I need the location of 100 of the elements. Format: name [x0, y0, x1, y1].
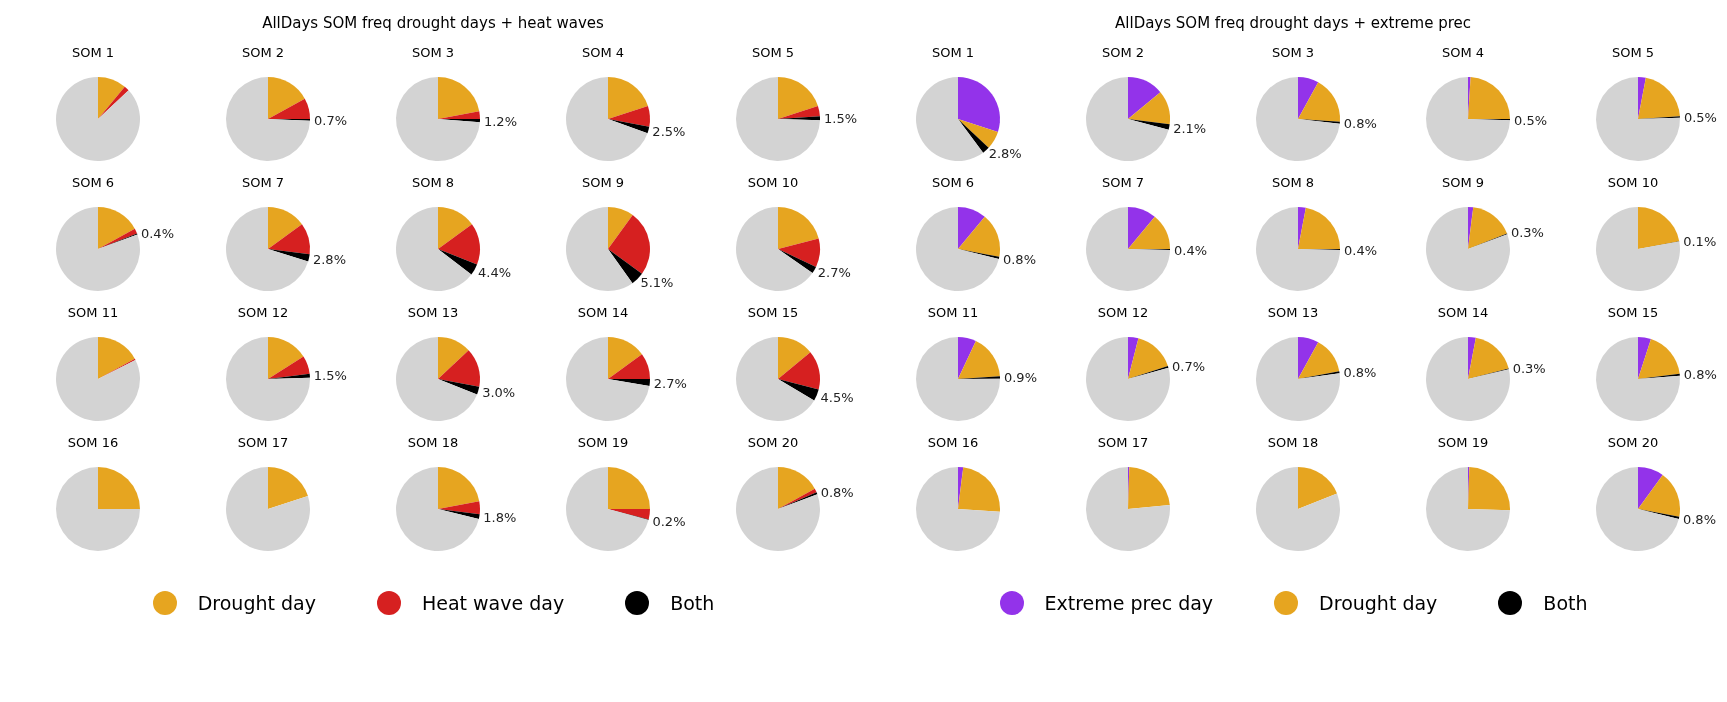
pie-slice [608, 379, 650, 387]
pie-slice [438, 350, 480, 387]
chart-title: SOM 13 [1266, 304, 1320, 322]
text: AllDays SOM freq drought days + extreme prec [1115, 14, 1471, 32]
pie-slice [778, 467, 815, 509]
chart-title: SOM 3 [1270, 44, 1316, 62]
data-label: 0.8% [1343, 364, 1377, 380]
pie-slice [1086, 337, 1170, 421]
pie-slice [608, 119, 650, 134]
legend-label: Drought day [197, 592, 316, 614]
pie-slice [566, 467, 649, 551]
pie-slice [1128, 467, 1170, 509]
pie-slice [1468, 77, 1510, 119]
pie-slice [958, 337, 976, 379]
legend-label: Heat wave day [421, 592, 565, 614]
chart-title: SOM 9 [580, 174, 626, 192]
pie-slice [98, 467, 140, 509]
pie-slice [268, 98, 310, 119]
chart-title: SOM 2 [240, 44, 286, 62]
pie-slice [958, 249, 1000, 259]
chart-title: SOM 6 [930, 174, 976, 192]
pie-slice [1128, 119, 1170, 130]
data-label: 4.5% [820, 389, 854, 405]
pie-slice [958, 119, 998, 148]
pie-slice [56, 467, 140, 551]
pie-slice [1298, 207, 1340, 249]
pie-slice [608, 106, 650, 127]
chart-title: SOM 9 [1440, 174, 1486, 192]
data-label: 2.8% [312, 251, 346, 267]
pie-slice [268, 356, 310, 379]
pie-slice [1638, 207, 1680, 249]
chart-title: SOM 20 [746, 434, 800, 452]
pie-slice [1638, 77, 1680, 119]
pie-slice [1596, 337, 1680, 421]
data-label: 0.5% [1683, 109, 1717, 125]
pie-slice [1298, 467, 1338, 509]
chart-title: SOM 11 [66, 304, 120, 322]
pie-slice [1128, 216, 1170, 249]
data-label: 0.8% [1002, 251, 1036, 267]
chart-title: SOM 7 [1100, 174, 1146, 192]
chart-title: SOM 10 [1606, 174, 1660, 192]
pie-slice [1298, 207, 1306, 249]
pie-slice [226, 337, 310, 421]
pie-slice [438, 77, 480, 119]
pie-slice [1298, 82, 1340, 122]
data-label: 0.5% [1513, 112, 1548, 128]
pie-slice [608, 337, 642, 379]
pie-slice [98, 86, 129, 119]
pie-slice [608, 354, 650, 379]
chart-title: SOM 1 [930, 44, 976, 62]
data-label: 0.2% [652, 513, 686, 529]
pie-slice [1596, 207, 1680, 291]
legend-label: Both [1543, 592, 1588, 614]
pie-slice [958, 216, 1000, 257]
pie-slice [1638, 337, 1651, 379]
chart-title: SOM 19 [1436, 434, 1490, 452]
chart-title: SOM 15 [746, 304, 800, 322]
pie-slice [778, 337, 811, 379]
chart-title: SOM 12 [1096, 304, 1150, 322]
pie-slice [1638, 475, 1680, 517]
pie-slice [1426, 467, 1510, 551]
pie-slice [736, 77, 820, 161]
pie-slice [1086, 77, 1169, 161]
pie-slice [958, 467, 1000, 512]
text: AllDays SOM freq drought days + heat waves [262, 14, 604, 32]
pie-slice [396, 207, 472, 291]
data-label: 0.8% [1683, 367, 1717, 383]
pie-slice [438, 207, 472, 249]
pie-slice [1638, 339, 1680, 379]
pie-slice [438, 379, 480, 395]
pie-slice [736, 467, 820, 551]
pie-slice [1426, 337, 1510, 421]
chart-title: SOM 15 [1606, 304, 1660, 322]
pie-slice [1128, 92, 1170, 125]
data-label: 1.5% [823, 111, 858, 127]
data-label: 0.4% [140, 225, 175, 241]
pie-slice [1426, 77, 1510, 161]
pie-slice [1128, 77, 1161, 119]
chart-title: SOM 12 [236, 304, 290, 322]
pie-slice [1596, 467, 1679, 551]
pie-slice [1638, 77, 1646, 119]
pie-slice [1256, 77, 1340, 161]
pie-slice [268, 77, 305, 119]
pie-slice [778, 379, 819, 401]
data-label: 0.8% [820, 484, 854, 500]
pie-slice [438, 337, 469, 379]
pie-slice [268, 337, 304, 379]
legend-label: Extreme prec day [1044, 592, 1214, 614]
data-label: 0.3% [1512, 360, 1546, 376]
pie-slice [778, 352, 820, 390]
legend-label: Drought day [1319, 592, 1438, 614]
chart-title: SOM 4 [580, 44, 626, 62]
chart-title: SOM 16 [926, 434, 980, 452]
pie-slice [268, 224, 310, 255]
data-label: 0.1% [1683, 233, 1717, 249]
pie-slice [226, 207, 309, 291]
pie-slice [1298, 371, 1340, 379]
pie-slice [778, 106, 820, 119]
chart-title: SOM 3 [410, 44, 456, 62]
chart-title: SOM 6 [70, 174, 116, 192]
